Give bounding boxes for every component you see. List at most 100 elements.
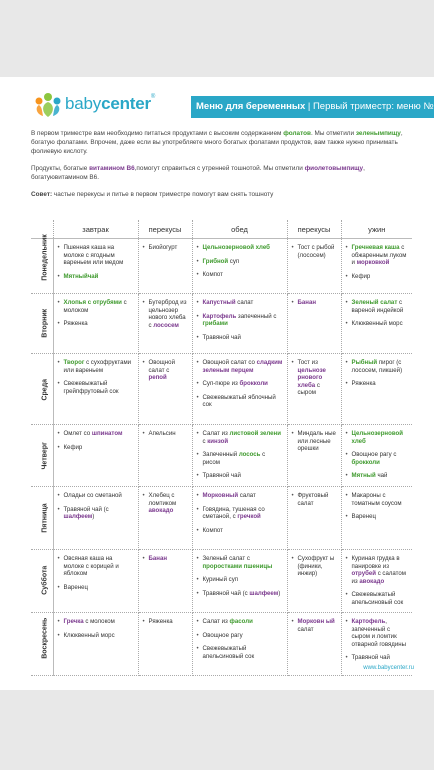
- page-title: Меню для беременных | Первый триместр: м…: [191, 96, 434, 118]
- meal-item: Овощной салат со сладким зеленым перцем: [197, 359, 284, 374]
- meal-cell-snack-2: Миндаль ные или лесные орешки: [287, 424, 342, 487]
- meal-list: Тост с рыбой (лососем): [292, 244, 338, 259]
- b6-food: брокколи: [239, 380, 268, 387]
- folate-food: фасоли: [229, 618, 253, 625]
- meal-item: Варенец: [58, 584, 135, 592]
- day-cell: Вторник: [31, 293, 54, 354]
- meal-list: Хлопья с отрубями с молоком Ряженка: [58, 299, 135, 328]
- day-label: Среда: [41, 378, 49, 401]
- meal-list: Пшенная каша на молоке с ягодным варенье…: [58, 244, 135, 280]
- meal-item: Рыбный пирог (с лососем, пикшей): [346, 359, 410, 374]
- meal-item: Сухофрукт ы (финики, инжир): [292, 555, 338, 578]
- meal-item: Клюквенный морс: [58, 632, 135, 640]
- meal-item: Кефир: [346, 273, 410, 281]
- meal-item: Апельсин: [143, 430, 189, 438]
- day-cell: Среда: [31, 353, 54, 425]
- meal-item: Грибной суп: [197, 258, 284, 266]
- meal-cell-snack-1: Банан: [138, 549, 193, 613]
- meal-cell-snack-1: Овощной салат с репой: [138, 353, 193, 425]
- meal-item: Зеленый салат с проростками пшеницы: [197, 555, 284, 570]
- meal-cell-dinner: Гречневая каша с обжаренным луком и морк…: [341, 238, 412, 294]
- day-label: Воскресень: [41, 617, 49, 659]
- meal-cell-dinner: Зеленый салат с вареной индейкой Клюквенн…: [341, 293, 412, 354]
- folate-food: Творог: [63, 359, 85, 366]
- meal-item: Свежевыжатый грейпфрутовый сок: [58, 380, 135, 395]
- meal-list: Гречка с молоком Клюквенный морс: [58, 618, 135, 639]
- meal-item: Ряженка: [143, 618, 189, 626]
- meal-item: Тост с рыбой (лососем): [292, 244, 338, 259]
- meal-cell-lunch: Зеленый салат с проростками пшеницы Курин…: [192, 549, 288, 613]
- meal-cell-breakfast: Оладьи со сметаной Травяной чай (с шалфее…: [53, 486, 139, 550]
- day-label: Суббота: [41, 565, 49, 595]
- meal-item: Ряженка: [58, 320, 135, 328]
- folate-food: зеленымпищу: [355, 130, 401, 137]
- meal-cell-breakfast: Пшенная каша на молоке с ягодным варенье…: [53, 238, 139, 294]
- intro-b6-paragraph: Продукты, богатые витамином В6,помогут с…: [31, 165, 365, 181]
- folate-food: лосось: [238, 451, 261, 458]
- b6-food: цельнозе рнового хлеба: [297, 366, 326, 389]
- meal-item: Миндаль ные или лесные орешки: [292, 430, 338, 453]
- meal-item: Гречка с молоком: [58, 618, 135, 626]
- meal-cell-snack-2: Морковн ый салат: [287, 612, 342, 676]
- b6-food: Банан: [297, 299, 317, 306]
- table-row: Вторник Хлопья с отрубями с молоком Ряженк…: [31, 293, 412, 354]
- meal-list: Цельнозерновой хлеб Овощное рагу с брокко…: [346, 430, 410, 480]
- meal-item: Картофель запеченный с грибами: [197, 313, 284, 328]
- meal-item: Куриная грудка в панировке из отрубей с …: [346, 555, 410, 585]
- day-cell: Суббота: [31, 549, 54, 613]
- day-cell: Воскресень: [31, 612, 54, 676]
- column-header-lunch: обед: [192, 220, 288, 239]
- meal-item: Морковный салат: [197, 492, 284, 500]
- column-header-snack-1: перекусы: [138, 220, 193, 239]
- b6-food: Морковный: [202, 492, 239, 499]
- meal-item: Овощное рагу: [197, 632, 284, 640]
- meal-list: Гречневая каша с обжаренным луком и морк…: [346, 244, 410, 280]
- intro-folate-paragraph: В первом триместре вам необходимо питать…: [31, 130, 403, 155]
- tip-label: Совет:: [31, 191, 53, 198]
- corner-cell: [31, 220, 54, 239]
- meal-item: Банан: [143, 555, 189, 563]
- meal-cell-dinner: Рыбный пирог (с лососем, пикшей) Ряженка: [341, 353, 412, 425]
- meal-cell-snack-2: Банан: [287, 293, 342, 354]
- meal-cell-snack-2: Тост с рыбой (лососем): [287, 238, 342, 294]
- column-header-dinner: ужин: [341, 220, 412, 239]
- b6-food: авокадо: [359, 577, 385, 585]
- meal-cell-snack-2: Фруктовый салат: [287, 486, 342, 550]
- day-cell: Четверг: [31, 424, 54, 487]
- b6-food: гречкой: [237, 513, 261, 520]
- day-label: Понедельник: [41, 233, 49, 281]
- meal-list: Макароны с томатным соусом Варенец: [346, 492, 410, 521]
- table-header-row: завтрак перекусы обед перекусы ужин: [31, 220, 412, 239]
- meal-item: Кефир: [58, 444, 135, 452]
- folate-food: брокколи: [351, 458, 380, 466]
- meal-cell-breakfast: Творог с сухофруктами или вареньем Свежев…: [53, 353, 139, 425]
- meal-item: Салат из фасоли: [197, 618, 284, 626]
- meal-list: Морковн ый салат: [292, 618, 338, 633]
- meal-list: Сухофрукт ы (финики, инжир): [292, 555, 338, 578]
- meal-list: Творог с сухофруктами или вареньем Свежев…: [58, 359, 135, 395]
- day-label: Пятница: [41, 502, 49, 533]
- meal-list: Салат из листовой зелени с кинзой Запечен…: [197, 430, 284, 480]
- day-cell: Понедельник: [31, 233, 54, 294]
- meal-cell-lunch: Капустный салат Картофель запеченный с гр…: [192, 293, 288, 354]
- meal-item: Хлебец с ломтиком авокадо: [143, 492, 189, 515]
- babycenter-logo[interactable]: babycenter®: [33, 90, 183, 120]
- meal-list: Тост из цельнозе рнового хлеба с сыром: [292, 359, 338, 397]
- meal-list: Овсяная каша на молоке с корицей и яблок…: [58, 555, 135, 591]
- table-body: Понедельник Пшенная каша на молоке с ягод…: [31, 233, 412, 676]
- folate-food: Хлопья с отрубями: [63, 299, 122, 306]
- logo-text: babycenter®: [65, 94, 156, 113]
- meal-list: Фруктовый салат: [292, 492, 338, 507]
- meal-item: Хлопья с отрубями с молоком: [58, 299, 135, 314]
- day-cell: Пятница: [31, 486, 54, 550]
- b6-food: сладким зеленым перцем: [202, 359, 283, 374]
- meal-item: Травяной чай (с шалфеем): [197, 590, 284, 598]
- meal-list: Ряженка: [143, 618, 189, 626]
- meal-list: Зеленый салат с проростками пшеницы Курин…: [197, 555, 284, 597]
- table-row: Понедельник Пшенная каша на молоке с ягод…: [31, 233, 412, 294]
- meal-item: Цельнозерновой хлеб: [197, 244, 284, 252]
- intro-tip: Совет: частые перекусы и питье в первом …: [31, 191, 274, 198]
- b6-food: Морковн ый: [297, 618, 335, 625]
- meal-cell-dinner: Макароны с томатным соусом Варенец: [341, 486, 412, 550]
- footer-link[interactable]: www.babycenter.ru: [363, 665, 414, 671]
